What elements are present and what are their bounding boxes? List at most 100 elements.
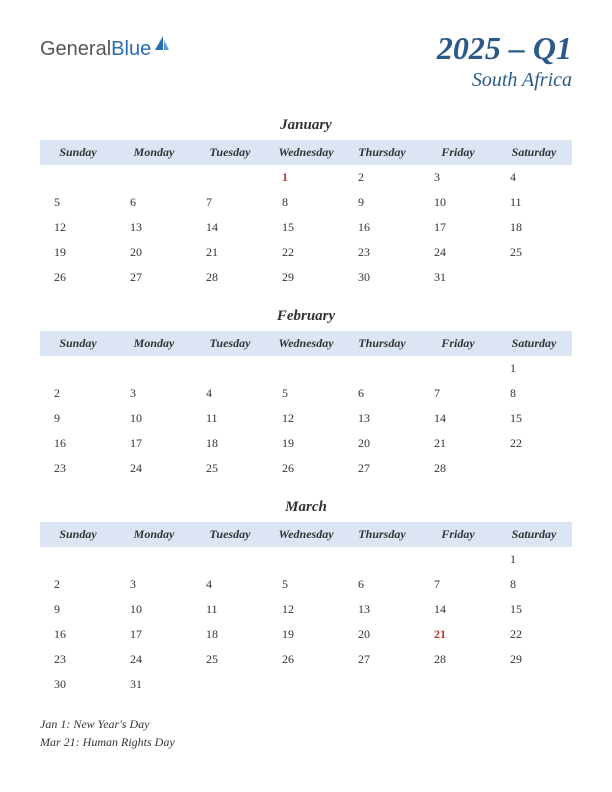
calendar-cell: 24: [420, 240, 496, 265]
calendar-row: 262728293031: [40, 265, 572, 290]
calendar-page: GeneralBlue 2025 – Q1 South Africa Janua…: [0, 0, 612, 771]
logo-text-2: Blue: [111, 38, 151, 61]
calendar-cell: 19: [268, 622, 344, 647]
calendar-cell: 6: [344, 381, 420, 406]
calendar-cell: 7: [420, 381, 496, 406]
calendar-cell: 31: [420, 265, 496, 290]
calendar-row: 16171819202122: [40, 622, 572, 647]
day-header: Wednesday: [268, 522, 344, 547]
calendar-cell: 14: [420, 406, 496, 431]
day-header: Wednesday: [268, 331, 344, 356]
calendar-cell: 1: [496, 547, 572, 572]
calendar-cell: 11: [496, 190, 572, 215]
calendar-cell: 20: [344, 431, 420, 456]
calendar-cell: 29: [496, 647, 572, 672]
calendar-row: 9101112131415: [40, 406, 572, 431]
calendar-cell: 2: [40, 572, 116, 597]
calendar-cell: 21: [420, 431, 496, 456]
calendar-table: SundayMondayTuesdayWednesdayThursdayFrid…: [40, 522, 572, 697]
day-header: Sunday: [40, 522, 116, 547]
day-header: Friday: [420, 522, 496, 547]
logo-sail-icon: [153, 34, 171, 58]
calendar-row: 2345678: [40, 381, 572, 406]
calendar-cell: [192, 165, 268, 190]
calendar-cell: [268, 547, 344, 572]
calendar-cell: 22: [268, 240, 344, 265]
calendar-cell: 22: [496, 622, 572, 647]
calendar-cell: [192, 356, 268, 381]
calendar-row: 23242526272829: [40, 647, 572, 672]
calendar-cell: 15: [268, 215, 344, 240]
logo-text-1: General: [40, 38, 111, 61]
calendar-cell: 2: [344, 165, 420, 190]
calendar-cell: 13: [344, 597, 420, 622]
calendar-cell: [344, 356, 420, 381]
calendar-cell: [40, 356, 116, 381]
day-header: Sunday: [40, 140, 116, 165]
calendar-cell: [420, 672, 496, 697]
calendar-cell: 29: [268, 265, 344, 290]
calendar-cell: 20: [116, 240, 192, 265]
calendar-cell: 19: [268, 431, 344, 456]
calendar-cell: 1: [496, 356, 572, 381]
holiday-entry: Mar 21: Human Rights Day: [40, 733, 572, 751]
calendar-cell: 19: [40, 240, 116, 265]
day-header: Thursday: [344, 331, 420, 356]
calendar-cell: 5: [40, 190, 116, 215]
calendar-cell: 26: [40, 265, 116, 290]
calendar-cell: 7: [420, 572, 496, 597]
calendar-cell: 22: [496, 431, 572, 456]
calendar-cell: 25: [192, 647, 268, 672]
calendar-cell: 27: [344, 647, 420, 672]
calendar-cell: 9: [40, 597, 116, 622]
calendar-cell: 9: [344, 190, 420, 215]
calendar-cell: 4: [192, 572, 268, 597]
calendar-cell: 6: [116, 190, 192, 215]
calendar-row: 19202122232425: [40, 240, 572, 265]
holiday-entry: Jan 1: New Year's Day: [40, 715, 572, 733]
calendar-cell: 11: [192, 406, 268, 431]
calendar-cell: 6: [344, 572, 420, 597]
calendar-cell: 2: [40, 381, 116, 406]
calendar-cell: [40, 547, 116, 572]
day-header: Saturday: [496, 140, 572, 165]
calendar-cell: 15: [496, 406, 572, 431]
calendar-cell: 26: [268, 456, 344, 481]
holidays-list: Jan 1: New Year's DayMar 21: Human Right…: [40, 715, 572, 751]
day-header: Thursday: [344, 140, 420, 165]
calendar-cell: 20: [344, 622, 420, 647]
month-block: FebruarySundayMondayTuesdayWednesdayThur…: [40, 308, 572, 481]
calendar-cell: 16: [40, 622, 116, 647]
calendar-cell: 9: [40, 406, 116, 431]
calendar-cell: [116, 165, 192, 190]
calendar-cell: [116, 547, 192, 572]
calendar-table: SundayMondayTuesdayWednesdayThursdayFrid…: [40, 140, 572, 290]
calendar-cell: 12: [40, 215, 116, 240]
calendar-cell: 14: [420, 597, 496, 622]
calendar-cell: 3: [116, 381, 192, 406]
month-title: February: [40, 308, 572, 325]
day-header: Thursday: [344, 522, 420, 547]
calendar-cell: 23: [344, 240, 420, 265]
calendar-cell: 10: [420, 190, 496, 215]
calendar-cell: [496, 456, 572, 481]
calendar-row: 567891011: [40, 190, 572, 215]
day-header: Tuesday: [192, 522, 268, 547]
calendar-cell: 16: [344, 215, 420, 240]
calendar-cell: [496, 265, 572, 290]
day-header: Saturday: [496, 522, 572, 547]
calendar-cell: 8: [496, 381, 572, 406]
calendar-cell: [344, 547, 420, 572]
calendar-cell: 28: [420, 456, 496, 481]
calendar-cell: 8: [268, 190, 344, 215]
months-container: JanuarySundayMondayTuesdayWednesdayThurs…: [40, 117, 572, 697]
calendar-cell: 23: [40, 456, 116, 481]
calendar-row: 16171819202122: [40, 431, 572, 456]
calendar-cell: 5: [268, 572, 344, 597]
calendar-cell: [116, 356, 192, 381]
calendar-row: 1234: [40, 165, 572, 190]
calendar-cell: [268, 672, 344, 697]
page-title: 2025 – Q1: [437, 30, 572, 67]
calendar-cell: [420, 547, 496, 572]
calendar-cell: [420, 356, 496, 381]
